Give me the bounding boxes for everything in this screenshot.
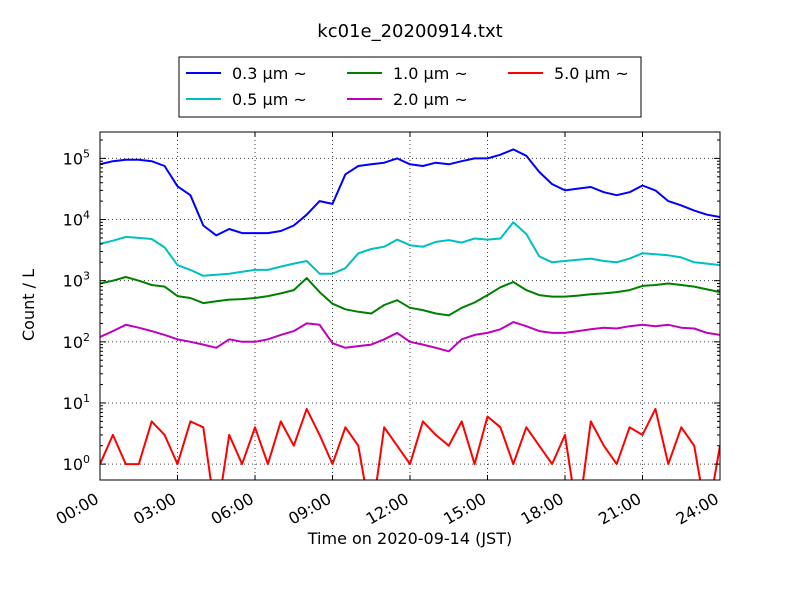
x-tick-label: 03:00: [130, 489, 179, 529]
y-axis-label: Count / L: [19, 269, 38, 341]
y-tick-label: 104: [63, 209, 90, 230]
grid: [100, 132, 720, 480]
series-line-5: [100, 407, 720, 480]
ticks: 00:00 03:00 06:00 09:00 12:00 15:00 18:00 21:00…: [53, 132, 722, 529]
y-tick-label: 102: [63, 331, 90, 352]
legend-label: 1.0 μm ~: [393, 64, 468, 83]
legend: 0.3 μm ~ 0.5 μm ~ 1.0 μm ~ 2.0 μm ~ 5.0 μm ~: [178, 56, 642, 118]
y-tick-label: 103: [63, 270, 90, 291]
x-axis-label: Time on 2020-09-14 (JST): [307, 529, 512, 548]
x-tick-label: 09:00: [285, 489, 334, 529]
legend-box: [178, 56, 642, 118]
x-tick-label: 06:00: [208, 489, 257, 529]
x-tick-label: 24:00: [673, 489, 722, 529]
x-tick-label: 21:00: [595, 489, 644, 529]
legend-label: 5.0 μm ~: [554, 64, 629, 83]
series-line-2: [100, 221, 720, 277]
chart-title: kc01e_20200914.txt: [317, 21, 502, 42]
series-line-3: [100, 276, 720, 317]
legend-label: 0.3 μm ~: [232, 64, 307, 83]
series-line-1: [100, 148, 720, 237]
y-tick-label: 101: [63, 392, 90, 413]
legend-label: 2.0 μm ~: [393, 90, 468, 109]
legend-label: 0.5 μm ~: [232, 90, 307, 109]
plot-area: [100, 148, 720, 480]
x-tick-label: 15:00: [440, 489, 489, 529]
x-tick-label: 00:00: [53, 489, 102, 529]
x-tick-label: 18:00: [518, 489, 567, 529]
y-tick-label: 100: [63, 453, 90, 474]
y-tick-label: 105: [63, 147, 90, 168]
series-line-4: [100, 321, 720, 353]
x-tick-label: 12:00: [363, 489, 412, 529]
